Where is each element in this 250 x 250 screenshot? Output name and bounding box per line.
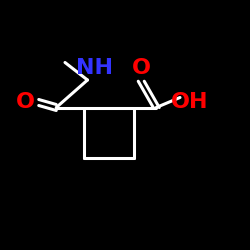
Text: OH: OH [171, 92, 209, 112]
Text: NH: NH [76, 58, 114, 78]
Text: O: O [16, 92, 34, 112]
Text: O: O [132, 58, 151, 78]
